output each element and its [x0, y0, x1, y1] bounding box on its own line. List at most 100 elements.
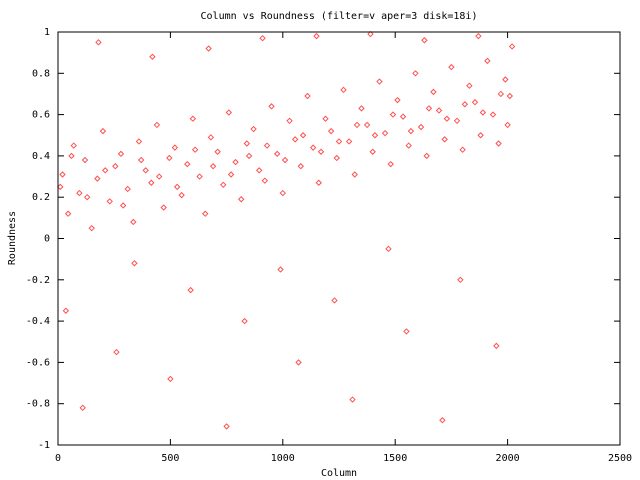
y-axis-label: Roundness	[7, 211, 18, 265]
point	[245, 152, 253, 160]
point	[99, 127, 107, 135]
point	[214, 148, 221, 155]
point	[457, 276, 464, 284]
point	[322, 115, 329, 122]
y-tick-label: -0.6	[26, 357, 50, 368]
y-tick-label: -0.8	[26, 399, 50, 410]
x-tick-label: 0	[55, 453, 61, 464]
point	[309, 144, 317, 151]
point	[466, 82, 473, 89]
y-tick-label: 0.6	[32, 110, 50, 121]
point	[84, 193, 91, 201]
x-tick-label: 1000	[271, 453, 295, 464]
point	[255, 167, 263, 174]
point	[102, 167, 109, 174]
y-tick-label: 1	[44, 27, 50, 38]
point	[430, 88, 437, 96]
point	[205, 45, 212, 52]
point	[62, 307, 70, 314]
point	[417, 123, 425, 131]
y-tick-label: 0.8	[32, 68, 50, 79]
point	[508, 43, 516, 50]
point	[223, 423, 230, 430]
point	[345, 138, 353, 145]
point	[407, 127, 415, 135]
point	[367, 30, 374, 38]
point	[148, 179, 155, 186]
y-tick-label: 0.4	[32, 151, 50, 162]
point	[351, 171, 358, 178]
point	[453, 117, 461, 125]
point	[167, 375, 174, 383]
point	[369, 148, 376, 155]
point	[232, 158, 239, 166]
point	[149, 53, 156, 60]
point	[76, 189, 83, 197]
y-tick-label: 0.2	[32, 192, 50, 203]
point	[421, 37, 428, 44]
plot-area	[57, 30, 516, 430]
point	[160, 204, 167, 211]
point	[64, 210, 72, 217]
point	[484, 57, 491, 65]
point	[119, 202, 127, 209]
point	[281, 156, 289, 164]
point	[81, 156, 89, 164]
point	[489, 111, 497, 118]
point	[358, 105, 365, 112]
point	[412, 70, 419, 77]
point	[238, 196, 245, 203]
point	[394, 96, 401, 104]
x-tick-label: 500	[161, 453, 179, 464]
point	[399, 113, 407, 120]
point	[495, 140, 502, 147]
chart-title: Column vs Roundness (filter=v aper=3 dis…	[201, 11, 478, 22]
point	[117, 150, 125, 158]
point	[504, 121, 511, 129]
point	[425, 105, 433, 112]
point	[191, 146, 199, 153]
point	[137, 156, 145, 164]
point	[189, 115, 197, 122]
point	[291, 136, 299, 143]
point	[497, 90, 505, 98]
point	[209, 163, 217, 170]
point	[313, 32, 320, 40]
point	[443, 115, 451, 122]
point	[493, 342, 500, 350]
point	[439, 417, 446, 424]
point	[381, 129, 389, 137]
point	[166, 154, 173, 162]
point	[315, 179, 322, 186]
point	[207, 134, 215, 141]
point	[227, 171, 235, 178]
x-axis-label: Column	[321, 468, 357, 479]
point	[327, 127, 335, 135]
x-tick-label: 1500	[383, 453, 407, 464]
point	[371, 132, 379, 139]
x-tick-label: 2500	[608, 453, 632, 464]
y-tick-label: -0.4	[26, 316, 50, 327]
point	[153, 121, 161, 129]
point	[173, 183, 181, 191]
point	[363, 121, 371, 129]
point	[225, 109, 233, 116]
point	[459, 146, 466, 153]
point	[277, 266, 284, 273]
point	[241, 317, 248, 325]
point	[124, 185, 131, 193]
point	[178, 191, 185, 199]
point	[435, 107, 443, 114]
y-tick-label: -0.2	[26, 275, 50, 286]
point	[94, 175, 101, 182]
point	[135, 138, 143, 145]
point	[106, 198, 113, 205]
point	[259, 34, 266, 42]
point	[79, 404, 86, 412]
point	[142, 167, 149, 174]
point	[243, 140, 251, 147]
point	[299, 132, 307, 139]
point	[349, 396, 356, 403]
